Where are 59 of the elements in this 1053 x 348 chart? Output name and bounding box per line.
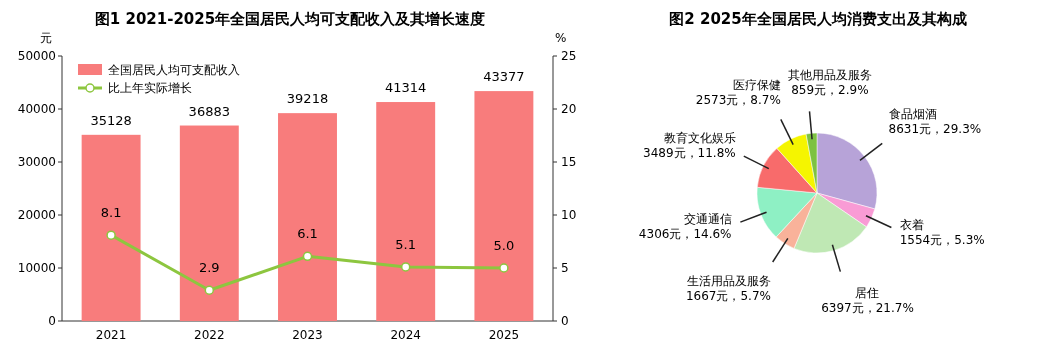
y-tick-label: 10000	[17, 261, 56, 275]
slice-label: 交通通信	[683, 211, 732, 226]
slice-label: 教育文化娱乐	[663, 130, 736, 145]
data-label: 2573元，8.7%	[695, 93, 781, 108]
data-label: 4306元，14.6%	[638, 226, 732, 241]
bar	[278, 113, 337, 321]
y2-tick-label: 10	[561, 208, 577, 222]
data-label: 2.9	[198, 260, 220, 276]
y2-axis-title: %	[555, 31, 567, 45]
y-axis-title: 元	[40, 31, 52, 45]
y-tick-label: 0	[48, 314, 56, 328]
chart-title: 图2 2025年全国居民人均消费支出及其构成	[669, 10, 967, 28]
x-tick-label: 2025	[488, 328, 520, 342]
y2-tick-label: 15	[561, 155, 577, 169]
data-label: 859元，2.9%	[791, 83, 869, 98]
data-label: 41314	[385, 80, 427, 96]
x-tick-label: 2023	[292, 328, 323, 342]
point	[302, 251, 313, 262]
y-tick-label: 20000	[17, 208, 56, 222]
slice-label: 其他用品及服务	[787, 68, 872, 83]
slice-label: 居住	[855, 285, 880, 300]
data-label: 3489元，11.8%	[643, 145, 736, 160]
x-tick-label: 2024	[390, 328, 421, 342]
y-tick-label: 50000	[17, 49, 56, 63]
slice-label: 医疗保健	[732, 78, 781, 93]
point	[204, 285, 215, 296]
data-label: 6.1	[297, 226, 318, 242]
point	[106, 230, 116, 240]
legend-label: 比上年实际增长	[108, 81, 192, 95]
bar	[81, 134, 141, 321]
data-label: 43377	[483, 69, 525, 85]
slice-label: 生活用品及服务	[686, 274, 771, 289]
data-label: 5.1	[395, 236, 417, 252]
data-label: 1667元，5.7%	[685, 289, 771, 304]
data-label: 39218	[286, 91, 329, 107]
y2-tick-label: 20	[561, 102, 577, 116]
x-tick-label: 2021	[95, 328, 127, 342]
data-label: 8631元，29.3%	[888, 122, 982, 137]
data-label: 36883	[188, 103, 230, 119]
data-label: 35128	[90, 112, 132, 128]
data-label: 8.1	[100, 205, 122, 221]
y2-tick-label: 5	[561, 261, 569, 275]
y-tick-label: 40000	[17, 102, 56, 116]
y-tick-label: 30000	[17, 155, 56, 169]
chart-title: 图1 2021-2025年全国居民人均可支配收入及其增长速度	[94, 10, 486, 28]
x-tick-label: 2022	[194, 328, 225, 342]
bar	[474, 91, 534, 321]
bar	[376, 102, 436, 321]
point	[400, 262, 411, 272]
point	[499, 263, 509, 273]
y2-tick-label: 25	[561, 49, 577, 63]
slice-label: 衣着	[899, 218, 924, 233]
legend-label: 全国居民人均可支配收入	[108, 63, 240, 77]
data-label: 1554元，5.3%	[899, 233, 985, 248]
bar	[179, 125, 239, 321]
slice-label: 食品烟酒	[888, 107, 937, 122]
data-label: 6397元，21.7%	[821, 300, 914, 315]
data-label: 5.0	[493, 238, 515, 253]
y2-tick-label: 0	[561, 314, 569, 328]
